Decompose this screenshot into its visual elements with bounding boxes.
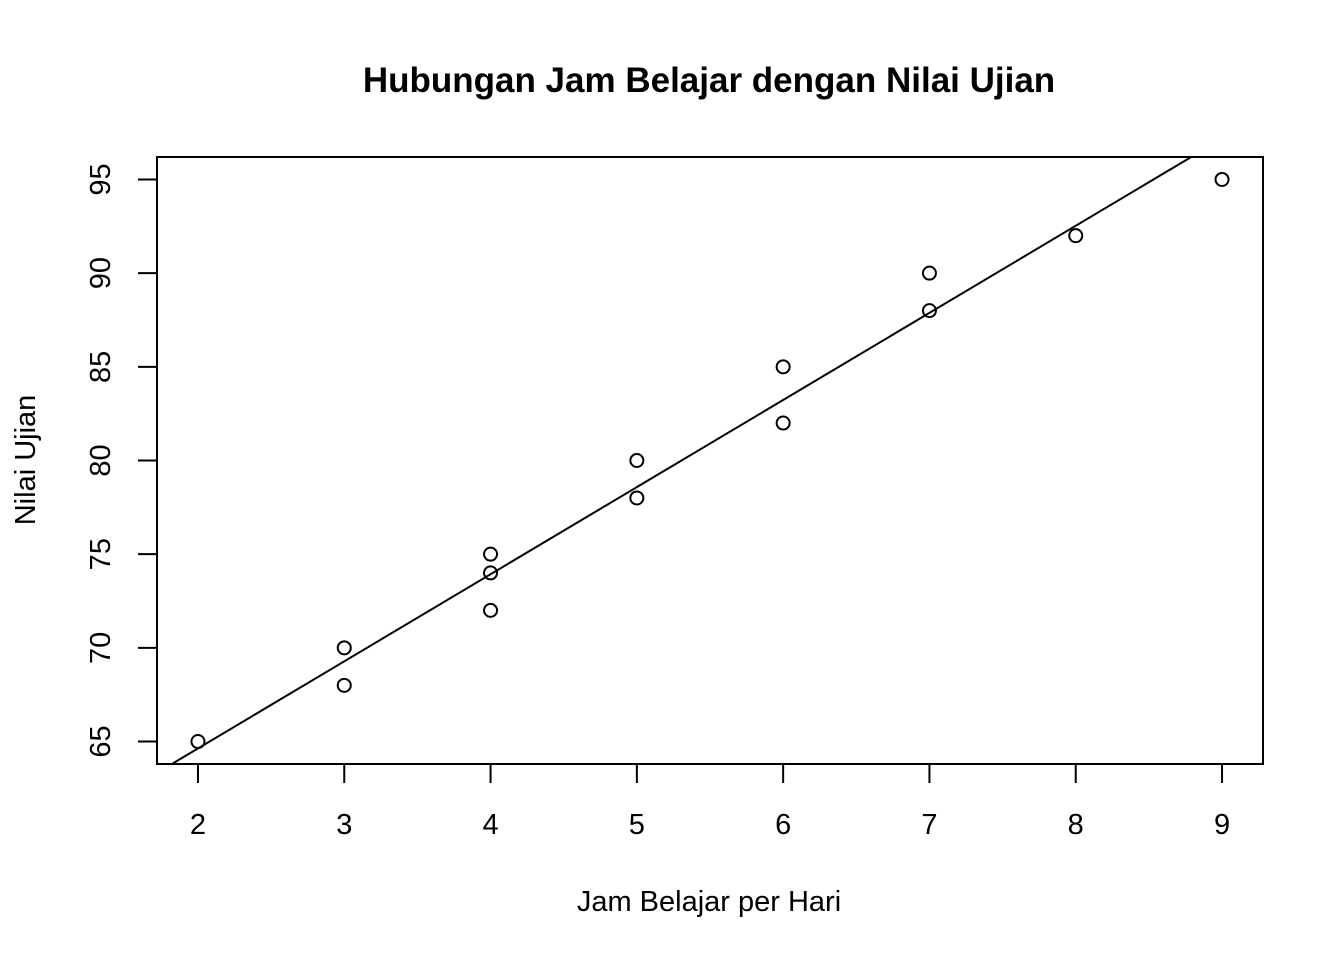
x-tick-label: 6 <box>775 809 791 841</box>
x-axis: 2 3 4 5 6 7 8 9 <box>190 763 1230 841</box>
x-axis-label: Jam Belajar per Hari <box>577 886 841 918</box>
x-tick-label: 7 <box>921 809 937 841</box>
data-point <box>921 303 937 319</box>
data-point <box>1214 171 1230 187</box>
regression-line <box>169 157 1194 764</box>
chart-title: Hubungan Jam Belajar dengan Nilai Ujian <box>363 61 1055 100</box>
data-point <box>1068 228 1084 244</box>
y-tick-label: 85 <box>85 351 117 383</box>
y-tick-label: 80 <box>85 444 117 476</box>
data-point <box>629 453 645 468</box>
data-point <box>483 546 499 562</box>
data-point <box>483 602 499 618</box>
data-points <box>190 171 1230 750</box>
regression-line-group <box>169 157 1194 764</box>
y-tick-label: 70 <box>85 632 117 664</box>
y-tick-label: 65 <box>85 725 117 757</box>
y-axis: 65 70 75 80 85 90 95 <box>85 163 158 758</box>
x-tick-label: 5 <box>629 809 645 841</box>
data-point <box>336 677 352 693</box>
data-point <box>775 359 791 375</box>
x-tick-label: 3 <box>336 809 352 841</box>
x-tick-label: 2 <box>190 809 206 841</box>
data-point <box>190 734 206 750</box>
y-tick-label: 95 <box>85 163 117 195</box>
y-tick-label: 75 <box>85 538 117 570</box>
x-tick-label: 8 <box>1068 809 1084 841</box>
y-axis-label: Nilai Ujian <box>10 395 42 526</box>
y-tick-label: 90 <box>85 257 117 289</box>
data-point <box>336 640 352 656</box>
data-point <box>483 565 499 581</box>
x-tick-label: 9 <box>1214 809 1230 841</box>
data-point <box>921 265 937 281</box>
data-point <box>775 415 791 431</box>
x-tick-label: 4 <box>482 809 498 841</box>
data-point <box>629 490 645 506</box>
